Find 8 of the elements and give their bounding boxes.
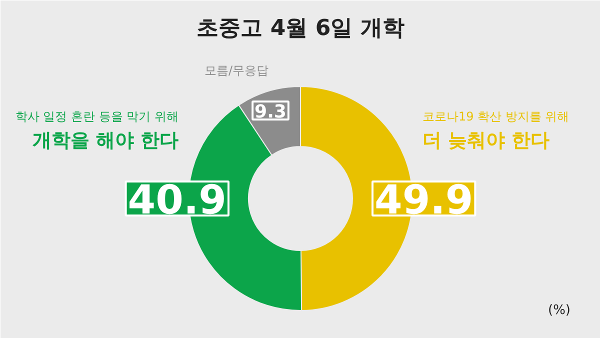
slice-label: 모름/무응답 xyxy=(204,64,269,78)
text: (%) xyxy=(548,303,571,318)
data-label: 49.9 xyxy=(374,178,474,224)
slice-label: 학사 일정 혼란 등을 막기 위해 개학을 해야 한다 xyxy=(15,110,179,152)
slice-label: 코로나19 확산 방지를 위해 더 늦춰야 한다 xyxy=(422,110,570,152)
data-label: 9.3 xyxy=(254,102,286,122)
chart-title: 초중고 4월 6일 개학 xyxy=(196,16,404,41)
data-label: 40.9 xyxy=(128,178,227,224)
